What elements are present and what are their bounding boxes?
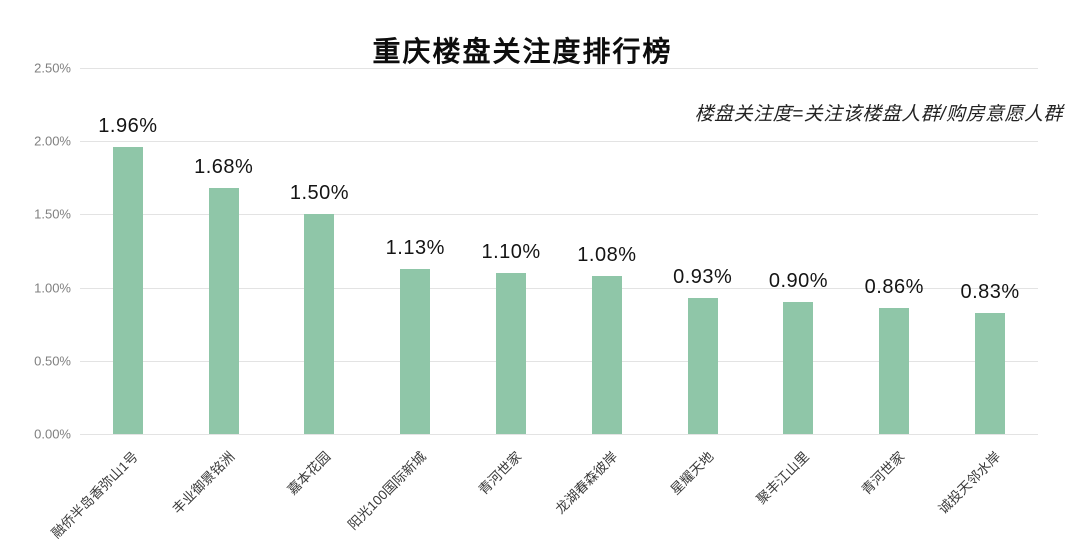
bar-series: 1.96% 融侨半岛香弥山1号 1.68% 丰业御景铭洲 1.50% 嘉本花园 1.13% 阳…	[49, 68, 1038, 541]
x-axis-category-label: 星耀天地	[667, 448, 717, 498]
bar-category-cell: 1.13% 阳光100国际新城	[345, 68, 463, 533]
bar-value-label: 1.68%	[194, 156, 254, 179]
gridline	[80, 68, 1038, 69]
bar-value-label: 1.08%	[577, 243, 637, 266]
bar-category-cell: 0.86% 青河世家	[846, 68, 942, 498]
gridline	[80, 360, 1038, 362]
bar	[400, 268, 431, 434]
x-axis-category-label: 丰业御景铭洲	[169, 448, 238, 517]
gridline	[80, 434, 1038, 435]
bar-category-cell: 1.08% 龙湖春森彼岸	[552, 68, 655, 517]
gridline	[80, 141, 1038, 143]
x-axis-category-label: 聚丰江山里	[753, 448, 812, 508]
plot-area: 0.00% 0.50% 1.00% 1.50% 2.00% 2.50% 1.96% 融侨半岛…	[34, 61, 1038, 541]
bar	[208, 188, 239, 434]
x-axis-category-label: 诚投天邻水岸	[935, 448, 1004, 517]
gridline	[80, 287, 1038, 289]
bar	[975, 312, 1006, 434]
x-axis-category-label: 青河世家	[858, 448, 908, 498]
gridline	[80, 214, 1038, 216]
bar	[496, 272, 527, 434]
y-axis-tick-label: 0.50%	[34, 353, 71, 369]
bar-value-label: 0.93%	[673, 265, 733, 288]
bar	[879, 308, 910, 434]
y-axis-tick-label: 2.00%	[34, 133, 71, 149]
bar	[783, 302, 814, 434]
y-axis-tick-label: 1.00%	[34, 280, 71, 296]
x-axis-category-label: 融侨半岛香弥山1号	[49, 448, 142, 542]
bar-category-cell: 1.96% 融侨半岛香弥山1号	[49, 68, 176, 541]
bar	[112, 147, 143, 434]
bar	[591, 275, 622, 434]
chart-title: 重庆楼盘关注度排行榜	[372, 36, 673, 67]
bar	[304, 214, 335, 434]
bar	[687, 297, 718, 434]
bar-category-cell: 1.10% 青河世家	[463, 68, 559, 498]
bar-value-label: 0.83%	[960, 280, 1020, 303]
bar-value-label: 1.96%	[98, 115, 158, 138]
bar-category-cell: 0.90% 聚丰江山里	[751, 68, 847, 507]
x-axis-category-label: 阳光100国际新城	[344, 448, 429, 533]
y-axis-tick-label: 2.50%	[34, 60, 71, 76]
y-axis-tick-label: 1.50%	[34, 206, 71, 222]
bar-value-label: 1.10%	[481, 240, 541, 263]
bar-category-cell: 0.93% 星耀天地	[655, 68, 751, 498]
x-axis-category-label: 青河世家	[475, 448, 525, 498]
y-axis-tick-label: 0.00%	[34, 426, 71, 442]
bar-category-cell: 1.50% 嘉本花园	[272, 68, 368, 497]
bar-value-label: 1.50%	[289, 182, 350, 205]
bar-value-label: 0.86%	[864, 276, 924, 299]
bar-value-label: 1.13%	[385, 236, 445, 259]
x-axis-category-label: 嘉本花园	[284, 448, 333, 498]
bar-category-cell: 1.68% 丰业御景铭洲	[169, 68, 272, 517]
bar-category-cell: 0.83% 诚投天邻水岸	[936, 68, 1038, 517]
chart-annotation: 楼盘关注度=关注该楼盘人群/购房意愿人群	[694, 104, 1063, 125]
x-axis-category-label: 龙湖春森彼岸	[552, 448, 621, 517]
bar-value-label: 0.90%	[768, 270, 829, 293]
